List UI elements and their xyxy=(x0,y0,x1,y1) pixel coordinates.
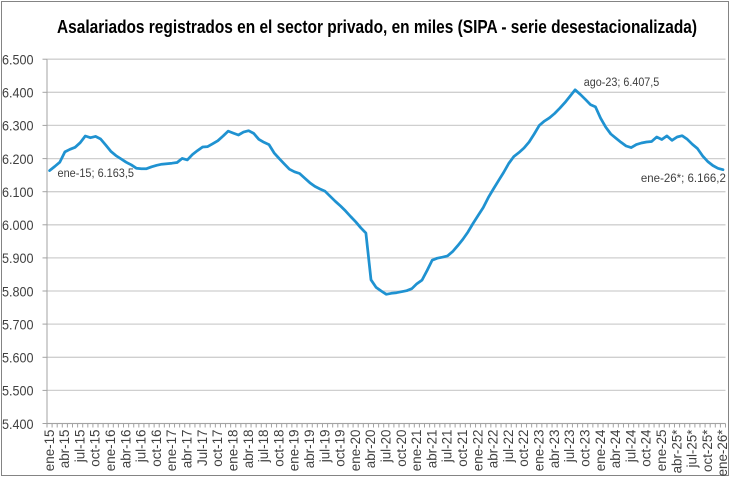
svg-text:ene-21: ene-21 xyxy=(409,430,424,472)
svg-text:jul-20: jul-20 xyxy=(379,430,394,464)
svg-text:Jul-17: Jul-17 xyxy=(195,430,210,466)
svg-text:6.000: 6.000 xyxy=(2,217,34,233)
svg-text:oct-21: oct-21 xyxy=(455,430,470,467)
svg-text:5.800: 5.800 xyxy=(2,283,34,299)
svg-text:ene-17: ene-17 xyxy=(164,430,179,472)
svg-text:jul-18: jul-18 xyxy=(256,430,271,464)
svg-text:abr-25*: abr-25* xyxy=(669,430,684,474)
svg-text:ene-20: ene-20 xyxy=(348,430,363,472)
svg-text:abr-24: abr-24 xyxy=(608,429,623,468)
svg-text:oct-22: oct-22 xyxy=(516,430,531,467)
svg-text:oct-17: oct-17 xyxy=(210,430,225,467)
svg-text:ene-24: ene-24 xyxy=(593,429,608,471)
svg-text:abr-17: abr-17 xyxy=(180,430,195,469)
svg-text:oct-24: oct-24 xyxy=(639,429,654,467)
svg-text:6.500: 6.500 xyxy=(2,52,34,68)
svg-text:ene-26*; 6.166,2: ene-26*; 6.166,2 xyxy=(641,173,726,185)
svg-text:6.400: 6.400 xyxy=(2,85,34,101)
svg-text:oct-20: oct-20 xyxy=(394,430,409,467)
svg-text:abr-18: abr-18 xyxy=(241,430,256,469)
svg-text:abr-15: abr-15 xyxy=(57,430,72,469)
svg-text:jul-19: jul-19 xyxy=(317,430,332,464)
svg-text:ene-15: ene-15 xyxy=(42,430,57,472)
svg-text:jul-25*: jul-25* xyxy=(685,430,700,469)
svg-text:6.300: 6.300 xyxy=(2,118,34,134)
svg-text:ene-23: ene-23 xyxy=(532,430,547,472)
svg-text:5.400: 5.400 xyxy=(2,416,34,432)
svg-text:ene-25: ene-25 xyxy=(654,430,669,472)
svg-text:oct-16: oct-16 xyxy=(149,430,164,467)
svg-text:5.700: 5.700 xyxy=(2,316,34,332)
svg-text:oct-23: oct-23 xyxy=(578,430,593,467)
svg-text:oct-18: oct-18 xyxy=(271,430,286,467)
svg-text:abr-22: abr-22 xyxy=(486,430,501,469)
svg-text:ene-15; 6.163,5: ene-15; 6.163,5 xyxy=(58,168,135,180)
svg-text:ene-26*: ene-26* xyxy=(715,430,730,477)
svg-text:oct-25*: oct-25* xyxy=(700,430,715,472)
svg-text:jul-23: jul-23 xyxy=(562,430,577,464)
svg-text:jul-24: jul-24 xyxy=(623,429,638,463)
svg-text:ene-18: ene-18 xyxy=(226,430,241,472)
svg-text:abr-16: abr-16 xyxy=(118,430,133,469)
svg-text:ene-16: ene-16 xyxy=(103,430,118,472)
svg-text:6.200: 6.200 xyxy=(2,151,34,167)
svg-text:5.600: 5.600 xyxy=(2,350,34,366)
svg-text:abr-21: abr-21 xyxy=(424,430,439,469)
svg-text:ene-22: ene-22 xyxy=(470,430,485,472)
svg-text:jul-16: jul-16 xyxy=(134,430,149,464)
svg-text:ago-23; 6.407,5: ago-23; 6.407,5 xyxy=(584,77,660,89)
svg-text:ene-19: ene-19 xyxy=(287,430,302,472)
svg-text:jul-15: jul-15 xyxy=(72,430,87,464)
svg-text:Asalariados registrados en el: Asalariados registrados en el sector pri… xyxy=(57,17,697,37)
svg-text:oct-15: oct-15 xyxy=(88,430,103,467)
svg-text:5.500: 5.500 xyxy=(2,383,34,399)
svg-text:6.100: 6.100 xyxy=(2,184,34,200)
svg-text:5.900: 5.900 xyxy=(2,250,34,266)
svg-text:abr-23: abr-23 xyxy=(547,430,562,469)
svg-text:jul-22: jul-22 xyxy=(501,430,516,464)
svg-text:abr-20: abr-20 xyxy=(363,430,378,469)
svg-text:jul-21: jul-21 xyxy=(440,430,455,464)
svg-text:abr-19: abr-19 xyxy=(302,430,317,469)
svg-text:oct-19: oct-19 xyxy=(333,430,348,467)
